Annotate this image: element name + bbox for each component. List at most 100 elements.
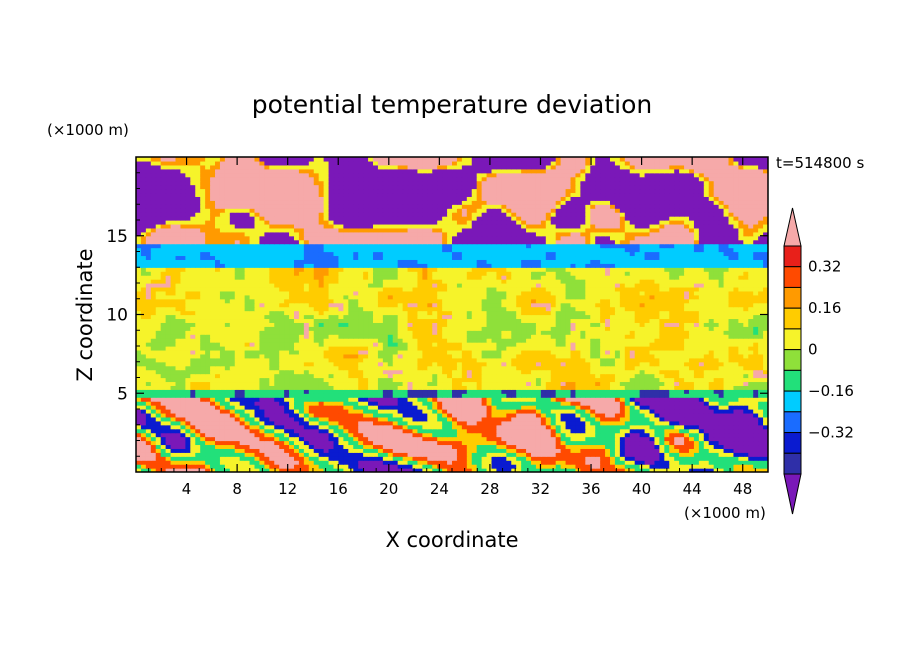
heatmap-cell [565, 412, 572, 418]
heatmap-cell [437, 428, 443, 434]
heatmap-cell [565, 456, 572, 461]
heatmap-cell [442, 357, 448, 363]
heatmap-cell [353, 432, 359, 438]
heatmap-cell [303, 424, 310, 430]
heatmap-cell [358, 444, 364, 449]
heatmap-cell [269, 436, 275, 442]
heatmap-cell [323, 420, 330, 426]
heatmap-cell [210, 338, 216, 343]
heatmap-cell [180, 377, 186, 383]
heatmap-cell [382, 381, 389, 386]
heatmap-cell [763, 448, 768, 453]
heatmap-cell [422, 401, 428, 406]
heatmap-cell [649, 432, 656, 438]
heatmap-cell [481, 412, 488, 418]
heatmap-cell [447, 318, 453, 323]
heatmap-cell [629, 377, 636, 383]
heatmap-cell [224, 385, 231, 390]
heatmap-cell [185, 361, 191, 367]
heatmap-cell [743, 452, 749, 457]
heatmap-cell [570, 440, 577, 446]
heatmap-cell [738, 385, 744, 390]
heatmap-cell [274, 389, 280, 394]
heatmap-cell [723, 346, 730, 351]
heatmap-cell [506, 444, 512, 449]
heatmap-cell [728, 464, 735, 469]
heatmap-cell [239, 338, 246, 343]
heatmap-cell [353, 401, 359, 406]
heatmap-cell [294, 428, 300, 434]
heatmap-cell [674, 330, 680, 335]
heatmap-cell [703, 338, 710, 343]
heatmap-cell [328, 416, 335, 422]
heatmap-cell [140, 444, 147, 449]
heatmap-cell [481, 416, 488, 422]
heatmap-cell [200, 334, 206, 339]
heatmap-cell [698, 424, 705, 430]
heatmap-cell [308, 444, 315, 449]
heatmap-cell [610, 452, 616, 457]
heatmap-cell [210, 342, 216, 347]
heatmap-cell [560, 456, 567, 461]
heatmap-cell [308, 448, 315, 453]
heatmap-cell [718, 385, 725, 390]
heatmap-cell [516, 397, 522, 402]
heatmap-cell [491, 365, 498, 371]
heatmap-cell [471, 381, 478, 386]
heatmap-cell [392, 369, 399, 375]
heatmap-cell [432, 357, 438, 363]
heatmap-cell [481, 318, 488, 323]
heatmap-cell [476, 361, 483, 367]
heatmap-cell [570, 416, 577, 422]
heatmap-cell [244, 365, 251, 371]
heatmap-cell [373, 381, 379, 386]
heatmap-cell [343, 326, 349, 331]
heatmap-cell [377, 464, 384, 469]
heatmap-cell [180, 452, 186, 457]
heatmap-cell [501, 377, 507, 383]
heatmap-cell [150, 393, 157, 398]
heatmap-cell [565, 357, 572, 363]
heatmap-cell [614, 349, 621, 355]
heatmap-cell [486, 432, 493, 438]
heatmap-cell [575, 322, 581, 327]
heatmap-cell [723, 464, 730, 469]
heatmap-cell [145, 338, 152, 343]
heatmap-cell [570, 322, 577, 327]
heatmap-cell [545, 381, 552, 386]
heatmap-cell [447, 346, 453, 351]
heatmap-cell [136, 397, 142, 402]
heatmap-cell [363, 401, 369, 406]
heatmap-cell [289, 326, 295, 331]
heatmap-cell [298, 405, 305, 410]
heatmap-cell [249, 436, 256, 442]
heatmap-cell [679, 346, 685, 351]
heatmap-cell [210, 452, 216, 457]
heatmap-cell [185, 330, 191, 335]
heatmap-cell [575, 448, 581, 453]
heatmap-cell [624, 397, 631, 402]
heatmap-cell [417, 373, 423, 379]
heatmap-cell [550, 456, 557, 461]
heatmap-cell [215, 468, 221, 472]
heatmap-cell [629, 342, 636, 347]
heatmap-cell [758, 456, 764, 461]
heatmap-cell [215, 389, 221, 394]
heatmap-cell [476, 322, 483, 327]
heatmap-cell [723, 424, 730, 430]
heatmap-cell [753, 436, 759, 442]
heatmap-cell [185, 424, 191, 430]
heatmap-cell [160, 401, 167, 406]
heatmap-cell [333, 349, 340, 355]
heatmap-cell [294, 460, 300, 465]
heatmap-cell [136, 416, 142, 422]
heatmap-cell [160, 452, 167, 457]
heatmap-cell [294, 405, 300, 410]
heatmap-cell [471, 377, 478, 383]
heatmap-cell [575, 456, 581, 461]
heatmap-cell [763, 346, 768, 351]
heatmap-cell [664, 357, 670, 363]
heatmap-cell [279, 420, 285, 426]
heatmap-cell [442, 424, 448, 430]
heatmap-cell [733, 416, 739, 422]
